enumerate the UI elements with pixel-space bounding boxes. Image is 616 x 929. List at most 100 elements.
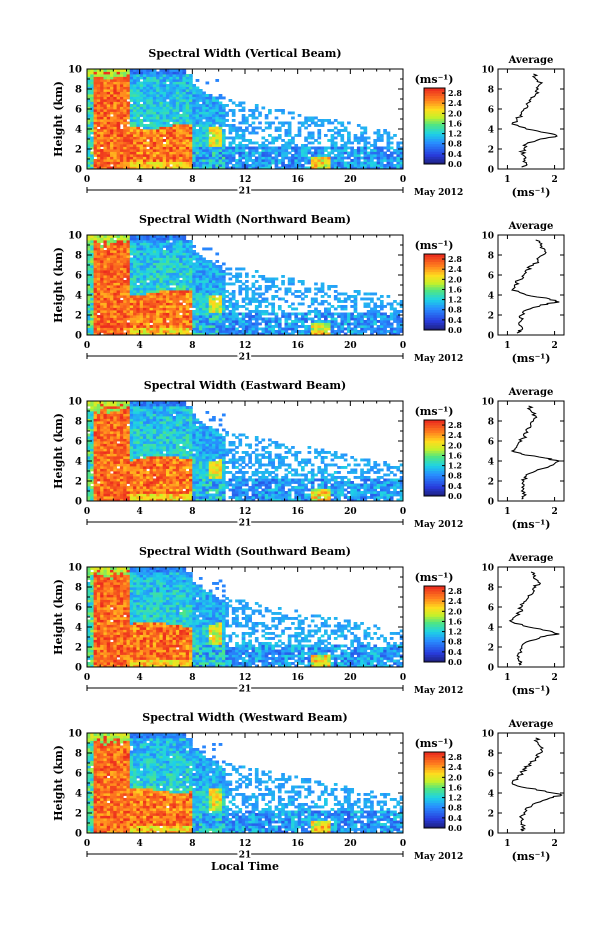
heatmap-cell [96,486,101,489]
heatmap-cell [251,295,256,298]
heatmap-cell [133,262,137,266]
heatmap-cell [152,237,157,241]
heatmap-cell [264,317,269,321]
heatmap-cell [146,295,150,298]
heatmap-cell [198,285,203,288]
heatmap-cell [126,270,131,273]
heatmap-cell [142,322,147,326]
heatmap-cell [360,320,364,323]
heatmap-cell [87,325,91,328]
heatmap-cell [261,310,266,313]
heatmap-cell [343,297,348,301]
heatmap-cell [182,260,187,263]
heatmap-cell [192,317,197,321]
heatmap-cell [156,151,160,155]
heatmap-cell [179,156,183,160]
heatmap-cell [113,242,118,246]
heatmap-cell [317,330,322,333]
heatmap-cell [166,69,170,72]
heatmap-cell [258,287,262,291]
heatmap-cell [90,486,94,489]
heatmap-cell [129,267,134,271]
heatmap-cell [100,79,104,82]
heatmap-cell [277,146,282,150]
heatmap-cell [123,121,127,125]
heatmap-cell [363,129,368,132]
heatmap-cell [333,166,338,170]
heatmap-cell [87,453,91,457]
heatmap-cell [159,330,164,333]
heatmap-cell [340,149,345,152]
heatmap-cell [189,285,193,288]
heatmap-cell [119,119,124,122]
heatmap-cell [136,242,141,246]
heatmap-cell [90,416,94,419]
heatmap-cell [393,134,397,137]
heatmap-cell [87,250,91,253]
heatmap-cell [225,312,229,316]
heatmap-cell [169,322,173,326]
heatmap-cell [146,156,150,160]
heatmap-cell [330,315,335,318]
heatmap-cell [103,79,108,82]
heatmap-cell [189,272,193,276]
heatmap-cell [225,149,229,152]
heatmap-cell [172,262,177,266]
heatmap-cell [274,330,279,333]
heatmap-cell [221,272,226,276]
heatmap-cell [159,242,164,246]
heatmap-cell [172,240,177,243]
heatmap-cell [238,141,243,145]
heatmap-cell [373,315,378,318]
heatmap-cell [264,156,269,160]
heatmap-cell [152,240,157,243]
heatmap-cell [363,154,368,157]
heatmap-cell [90,423,94,427]
heatmap-cell [152,252,157,256]
y-tick-label: 4 [75,291,82,302]
colorbar-frame [423,87,446,165]
heatmap-cell [192,325,197,328]
heatmap-cell [333,320,338,323]
heatmap-cell [300,164,305,167]
heatmap-cell [300,312,305,316]
heatmap-cell [245,297,249,301]
heatmap-cell [175,86,180,90]
heatmap-cell [383,322,387,326]
heatmap-cell [149,91,154,95]
heatmap-cell [353,159,358,162]
heatmap-cell [142,166,147,170]
heatmap-cell [198,106,203,110]
heatmap-cell [254,161,259,165]
heatmap-cell [136,325,141,328]
heatmap-cell [363,292,368,296]
heatmap-cell [195,280,200,283]
heatmap-cell [238,126,243,130]
heatmap-cell [169,310,173,313]
heatmap-cell [175,166,180,170]
heatmap-cell [90,441,94,444]
heatmap-cell [152,312,157,316]
heatmap-cell [136,270,141,273]
heatmap-cell [139,317,144,321]
heatmap-cell [106,252,111,256]
heatmap-cell [106,99,111,102]
heatmap-cell [337,164,341,167]
heatmap-cell [166,84,170,87]
heatmap-cell [87,149,91,152]
heatmap-cell [96,320,101,323]
heatmap-cell [166,104,170,107]
heatmap-cell [142,272,147,276]
heatmap-cell [195,260,200,263]
heatmap-cell [87,81,91,85]
heatmap-cell [235,129,239,132]
heatmap-cell [340,312,345,316]
heatmap-cell [119,139,124,142]
heatmap-cell [146,305,150,308]
heatmap-cell [189,317,193,321]
heatmap-cell [169,242,173,246]
heatmap-cell [189,275,193,278]
heatmap-cell [245,285,249,288]
heatmap-cell [156,91,160,95]
heatmap-cell [314,282,318,286]
